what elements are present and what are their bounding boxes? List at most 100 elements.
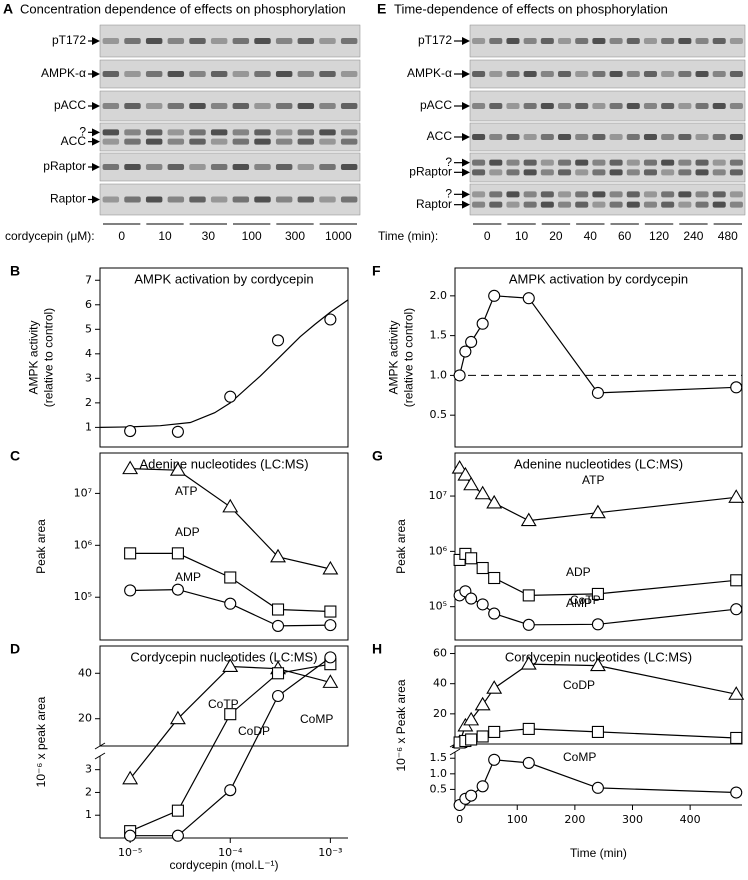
axis-break — [94, 742, 106, 750]
blot-band — [124, 71, 141, 77]
point — [122, 770, 139, 785]
blot-band — [712, 134, 726, 140]
blot-band — [575, 103, 589, 109]
blot-band — [340, 164, 358, 170]
y-tick-label: 2 — [85, 396, 92, 409]
arrow-head — [462, 158, 470, 167]
blot-row-label: ACC — [61, 134, 87, 148]
blot-band — [609, 103, 623, 109]
blot-band — [523, 201, 537, 208]
blot-band — [643, 103, 657, 109]
blot-band — [540, 134, 554, 140]
blot-row-label: ? — [79, 125, 86, 139]
panel-letter: H — [372, 641, 382, 657]
x-tick-label: 10⁻⁴ — [218, 846, 243, 859]
blot-band — [678, 159, 692, 166]
blot-band — [678, 103, 692, 109]
blot-band — [340, 71, 358, 77]
blot-band — [678, 201, 692, 208]
blot-band — [712, 71, 726, 77]
lane-label: 0 — [484, 229, 491, 243]
blot-band — [729, 134, 743, 140]
point — [124, 547, 137, 560]
y-tick-label: 10⁷ — [429, 489, 447, 502]
blot-band — [489, 169, 503, 176]
blot-band — [558, 103, 572, 109]
y-tick-label: 40 — [433, 677, 447, 690]
blot-strip — [99, 152, 361, 182]
point — [476, 561, 489, 575]
blot-band — [167, 138, 185, 145]
point — [591, 386, 604, 399]
blot-band — [319, 38, 336, 44]
arrow-head — [462, 37, 470, 45]
blot-band — [729, 169, 743, 176]
point — [465, 789, 478, 802]
blot-band — [575, 159, 589, 166]
series-line — [129, 663, 331, 832]
blot-row-label: pRaptor — [409, 165, 452, 179]
blot-band — [232, 103, 250, 109]
point — [169, 710, 186, 725]
blot-band — [523, 159, 537, 166]
point — [730, 731, 743, 745]
point — [457, 466, 474, 481]
arrow-head — [92, 70, 100, 78]
blot-band — [275, 129, 293, 136]
point — [522, 618, 535, 631]
blot-band — [506, 191, 520, 198]
y-tick-label: 10⁵ — [74, 590, 92, 603]
point — [271, 603, 285, 616]
blot-band — [145, 138, 163, 145]
blot-band — [275, 196, 293, 203]
blot-band — [609, 38, 623, 44]
point — [453, 369, 466, 382]
blot-band — [643, 191, 657, 198]
blot-band — [472, 134, 486, 140]
blot-xlabel: cordycepin (μM): — [5, 229, 95, 243]
point — [474, 485, 491, 500]
blot-band — [340, 138, 358, 145]
point — [465, 552, 478, 565]
panel-letter: D — [10, 641, 20, 657]
x-axis-label: cordycepin (mol.L⁻¹) — [169, 858, 278, 872]
blot-band — [626, 191, 640, 198]
blot-band — [678, 71, 692, 77]
blot-band — [489, 71, 503, 77]
blot-band — [102, 38, 120, 44]
blot-band — [609, 159, 623, 166]
blot-band — [575, 169, 589, 176]
blot-band — [558, 191, 572, 198]
blot-band — [145, 129, 163, 136]
blot-band — [167, 129, 185, 136]
y-axis-label: AMPK activity — [27, 320, 41, 394]
point — [476, 780, 489, 793]
x-tick-label: 300 — [622, 813, 643, 826]
y-tick-label: 1 — [85, 420, 92, 433]
point — [730, 574, 743, 587]
lane-label: 1000 — [325, 229, 352, 243]
blot-strip — [99, 183, 361, 216]
blot-band — [558, 159, 572, 166]
panel-letter: B — [10, 263, 20, 279]
blot-band — [275, 71, 293, 77]
blot-band — [712, 159, 726, 166]
point — [589, 657, 606, 672]
blot-band — [712, 201, 726, 208]
plot-title: Adenine nucleotides (LC:MS) — [514, 456, 683, 471]
point — [122, 460, 139, 475]
blot-band — [506, 159, 520, 166]
blot-band — [167, 38, 185, 44]
blot-strip — [99, 24, 361, 58]
point — [476, 317, 489, 330]
blot-band — [145, 103, 163, 109]
blot-band — [189, 138, 206, 145]
blot-band — [592, 71, 606, 77]
blot-band — [472, 191, 486, 198]
blot-band — [210, 38, 228, 44]
blot-band — [695, 191, 709, 198]
y-tick-label: 10⁷ — [74, 486, 92, 499]
blot-band — [167, 196, 185, 203]
blot-band — [319, 71, 336, 77]
point — [488, 607, 501, 620]
